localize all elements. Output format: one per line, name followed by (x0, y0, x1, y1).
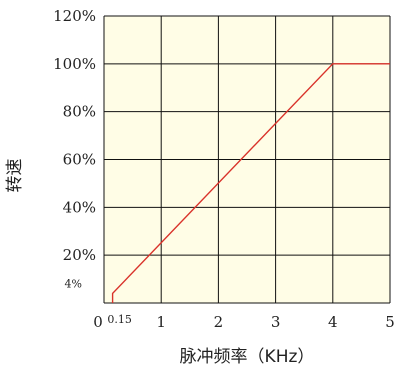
grid (103, 15, 391, 304)
y-tick-label: 20% (63, 246, 96, 264)
y-tick-label: 60% (63, 151, 96, 169)
y-tick-labels: 20% 40% 60% 80% 100% 120% 4% (53, 7, 96, 290)
series-group (111, 63, 391, 304)
series-line (111, 63, 390, 303)
x-tick-label: 4 (328, 313, 338, 331)
x-tick-label: 5 (385, 313, 395, 331)
y-tick-label: 40% (63, 198, 96, 216)
y-axis-label: 转速 (5, 159, 25, 193)
y-tick-label: 80% (63, 103, 96, 121)
x-tick-labels: 0 1 2 3 4 5 0.15 (93, 313, 395, 331)
x-tick-label: 1 (156, 313, 166, 331)
y-tick-label: 120% (53, 7, 96, 25)
x-tick-label: 0 (93, 313, 103, 331)
y-tick-label: 100% (53, 55, 96, 73)
x-axis-label: 脉冲频率（KHz） (180, 347, 315, 367)
x-tick-label: 2 (214, 313, 224, 331)
x-tick-label: 3 (271, 313, 281, 331)
x-annotation-label: 0.15 (107, 313, 132, 326)
y-annotation-label: 4% (65, 277, 82, 290)
